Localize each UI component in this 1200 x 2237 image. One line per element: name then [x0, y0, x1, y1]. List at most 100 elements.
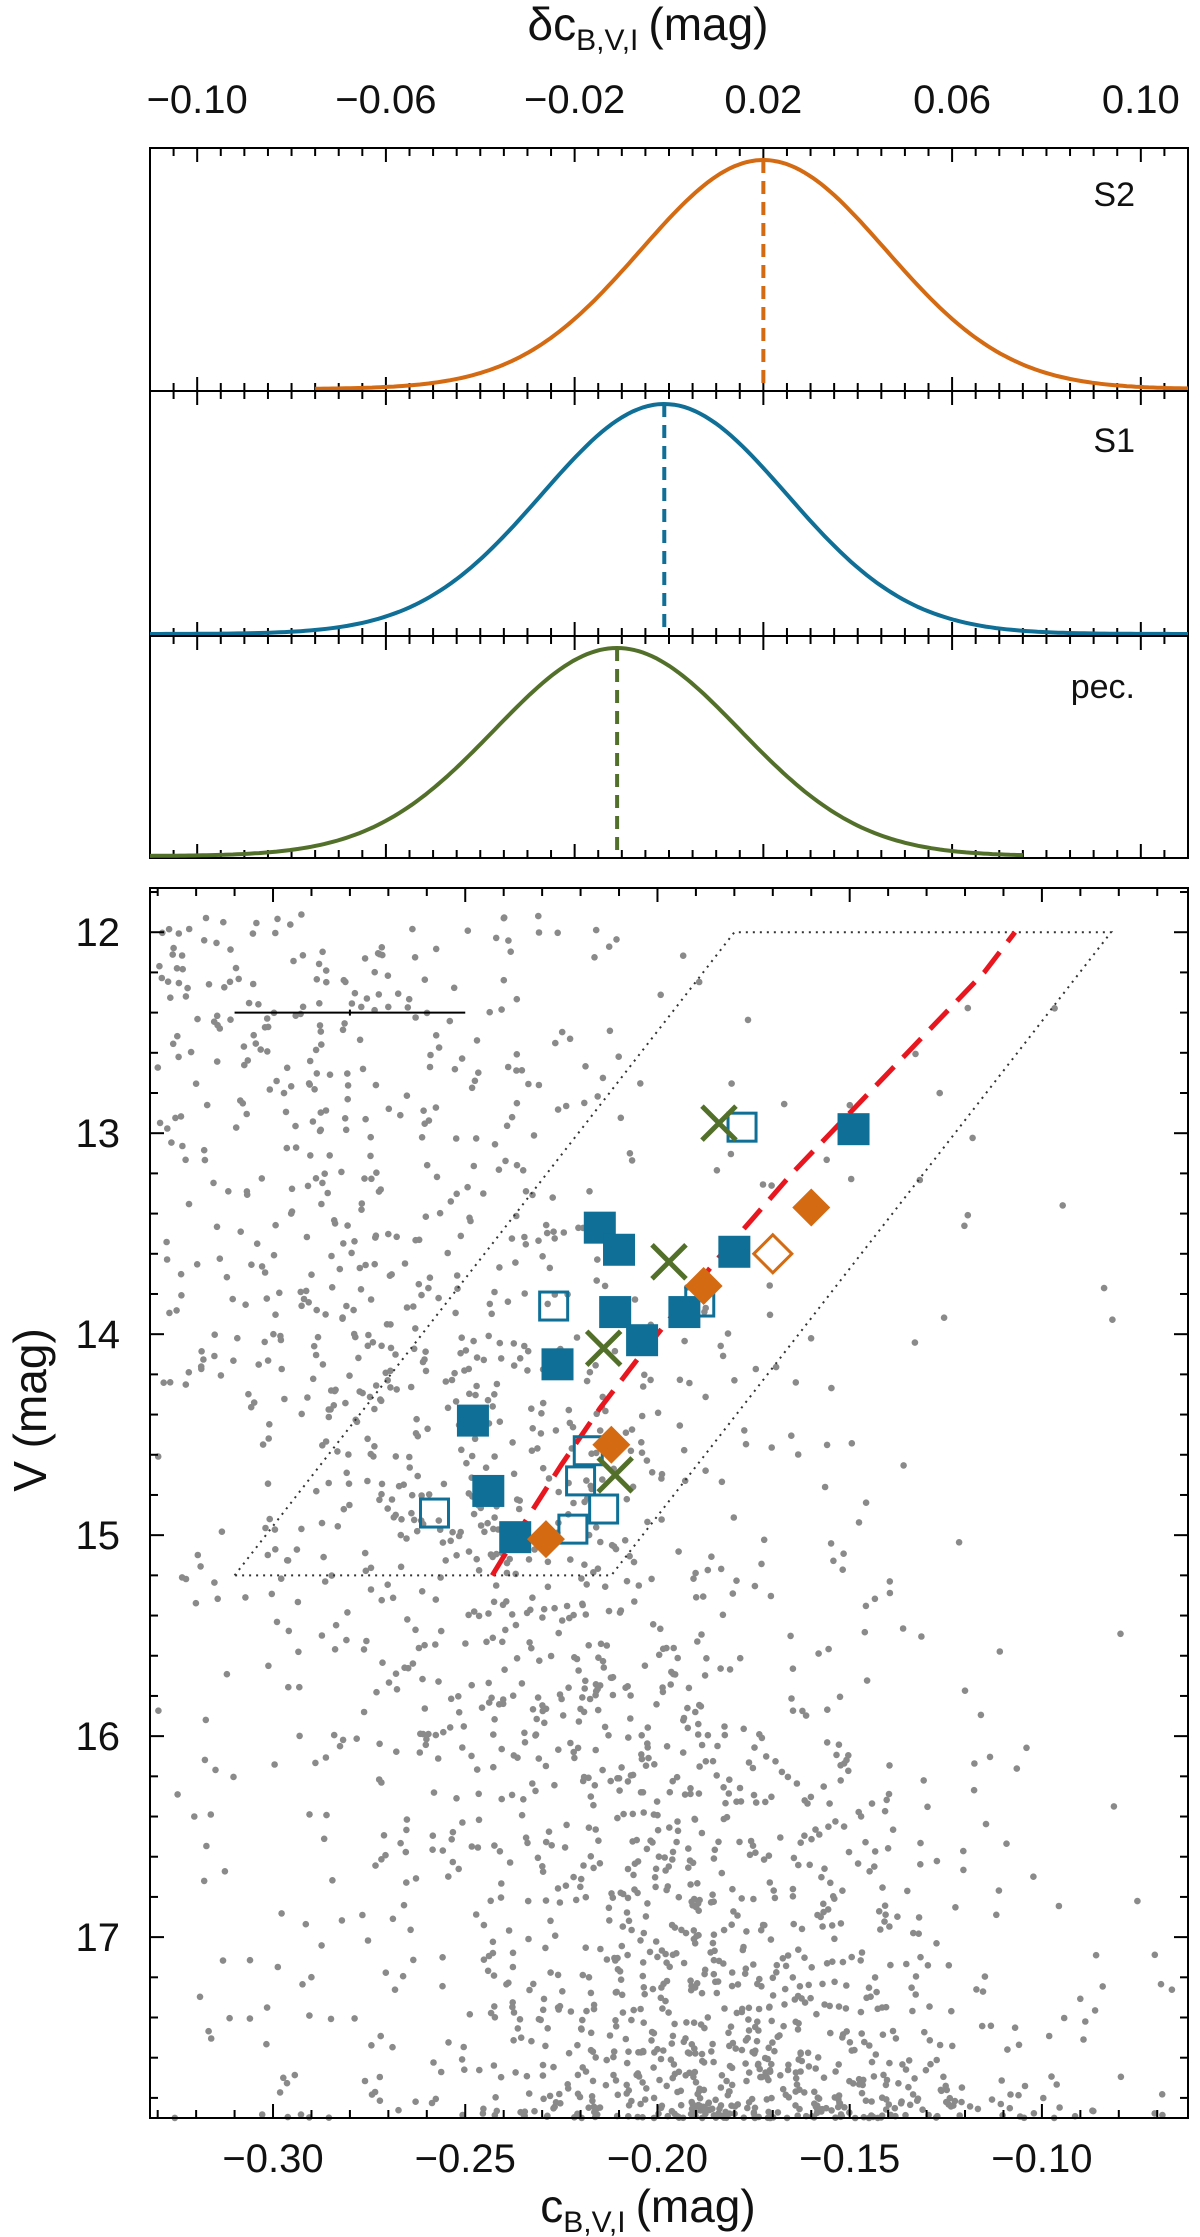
field-star-point: [364, 1477, 371, 1485]
field-star-point: [178, 1292, 185, 1299]
field-star-point: [359, 1389, 366, 1397]
field-star-point: [575, 1667, 582, 1674]
field-star-point: [592, 1691, 599, 1699]
field-star-point: [372, 1862, 379, 1869]
field-star-point: [681, 1337, 688, 1345]
field-star-point: [582, 1893, 590, 1901]
field-star-point: [630, 2006, 637, 2014]
field-star-point: [669, 1848, 677, 1856]
field-star-point: [397, 1839, 404, 1847]
field-star-point: [420, 1107, 427, 1114]
field-star-point: [1110, 1803, 1118, 1810]
field-star-point: [226, 978, 234, 986]
field-star-point: [751, 1744, 758, 1751]
field-star-point: [745, 2027, 753, 2034]
field-star-point: [280, 2074, 287, 2082]
field-star-point: [362, 1261, 369, 1269]
field-star-point: [376, 2073, 384, 2081]
field-star-point: [556, 1899, 564, 1906]
field-star-point: [695, 978, 703, 986]
field-star-point: [707, 1949, 714, 1956]
field-star-point: [356, 1264, 364, 1272]
field-star-point: [591, 2113, 599, 2121]
field-star-point: [288, 1185, 296, 1193]
field-star-point: [264, 1480, 272, 1487]
field-star-point: [325, 1413, 333, 1421]
field-star-point: [695, 2101, 702, 2109]
field-star-point: [486, 1008, 494, 1016]
field-star-point: [692, 2050, 699, 2057]
field-star-point: [891, 2104, 899, 2112]
field-star-point: [622, 1429, 630, 1436]
field-star-point: [835, 1741, 843, 1748]
field-star-point: [298, 1410, 306, 1418]
field-star-point: [392, 1511, 400, 1519]
field-star-point: [341, 1115, 349, 1122]
field-star-point: [357, 1286, 365, 1293]
field-star-point: [277, 1575, 285, 1582]
field-star-point: [202, 1716, 210, 1724]
field-star-point: [504, 1298, 512, 1305]
field-star-point: [922, 2066, 930, 2074]
field-star-point: [698, 1989, 706, 1997]
field-star-point: [855, 1519, 863, 1526]
field-star-point: [491, 2003, 498, 2010]
field-star-point: [779, 1955, 787, 1962]
field-star-point: [540, 1995, 548, 2003]
field-star-point: [359, 1911, 366, 1919]
field-star-point: [487, 2009, 495, 2017]
field-star-point: [765, 1852, 773, 1859]
field-star-point: [331, 1220, 339, 1227]
field-star-point: [510, 1362, 518, 1369]
field-star-point: [455, 1865, 463, 1873]
field-star-point: [401, 1260, 409, 1267]
field-star-point: [589, 2048, 597, 2055]
field-star-point: [466, 2011, 474, 2018]
field-star-point: [491, 2014, 499, 2021]
field-star-point: [312, 1046, 320, 1054]
field-star-point: [879, 1884, 886, 1891]
field-star-point: [372, 1234, 379, 1241]
field-star-point: [432, 1596, 440, 1603]
field-star-point: [310, 1342, 318, 1350]
field-star-point: [348, 1249, 355, 1257]
field-star-point: [473, 1382, 480, 1390]
field-star-point: [265, 1662, 272, 1670]
field-star-point: [776, 2032, 783, 2039]
field-star-point: [385, 1679, 393, 1686]
field-star-point: [709, 1757, 717, 1765]
field-star-point: [529, 1425, 536, 1432]
field-star-point: [748, 2095, 756, 2103]
y-tick-label: 17: [76, 1916, 121, 1960]
field-star-point: [535, 1755, 543, 1762]
field-star-point: [593, 1410, 600, 1418]
field-star-point: [768, 1182, 775, 1189]
field-star-point: [266, 1086, 274, 1093]
field-star-point: [321, 1170, 329, 1177]
field-star-point: [205, 981, 213, 988]
field-star-point: [367, 1296, 375, 1303]
field-star-point: [695, 1720, 702, 1728]
field-star-point: [1168, 1986, 1176, 1993]
field-star-point: [669, 1951, 677, 1959]
field-star-point: [837, 1920, 845, 1927]
field-star-point: [376, 1740, 383, 1748]
field-star-point: [221, 1868, 229, 1875]
field-star-point: [585, 1824, 593, 1831]
field-star-point: [522, 1241, 530, 1248]
field-star-point: [193, 1261, 201, 1268]
field-star-point: [455, 1693, 462, 1700]
field-star-point: [428, 2099, 436, 2107]
field-star-point: [253, 919, 260, 927]
field-star-point: [546, 1264, 554, 1272]
field-star-point: [371, 2088, 379, 2096]
field-star-point: [403, 1304, 411, 1311]
field-star-point: [542, 1221, 550, 1229]
field-star-point: [409, 1660, 417, 1667]
field-star-point: [237, 1228, 244, 1235]
field-star-point: [933, 1940, 940, 1947]
field-star-point: [717, 2084, 725, 2091]
field-star-point: [518, 1811, 526, 1819]
field-star-point: [780, 1100, 788, 1108]
field-star-point: [368, 1175, 375, 1183]
